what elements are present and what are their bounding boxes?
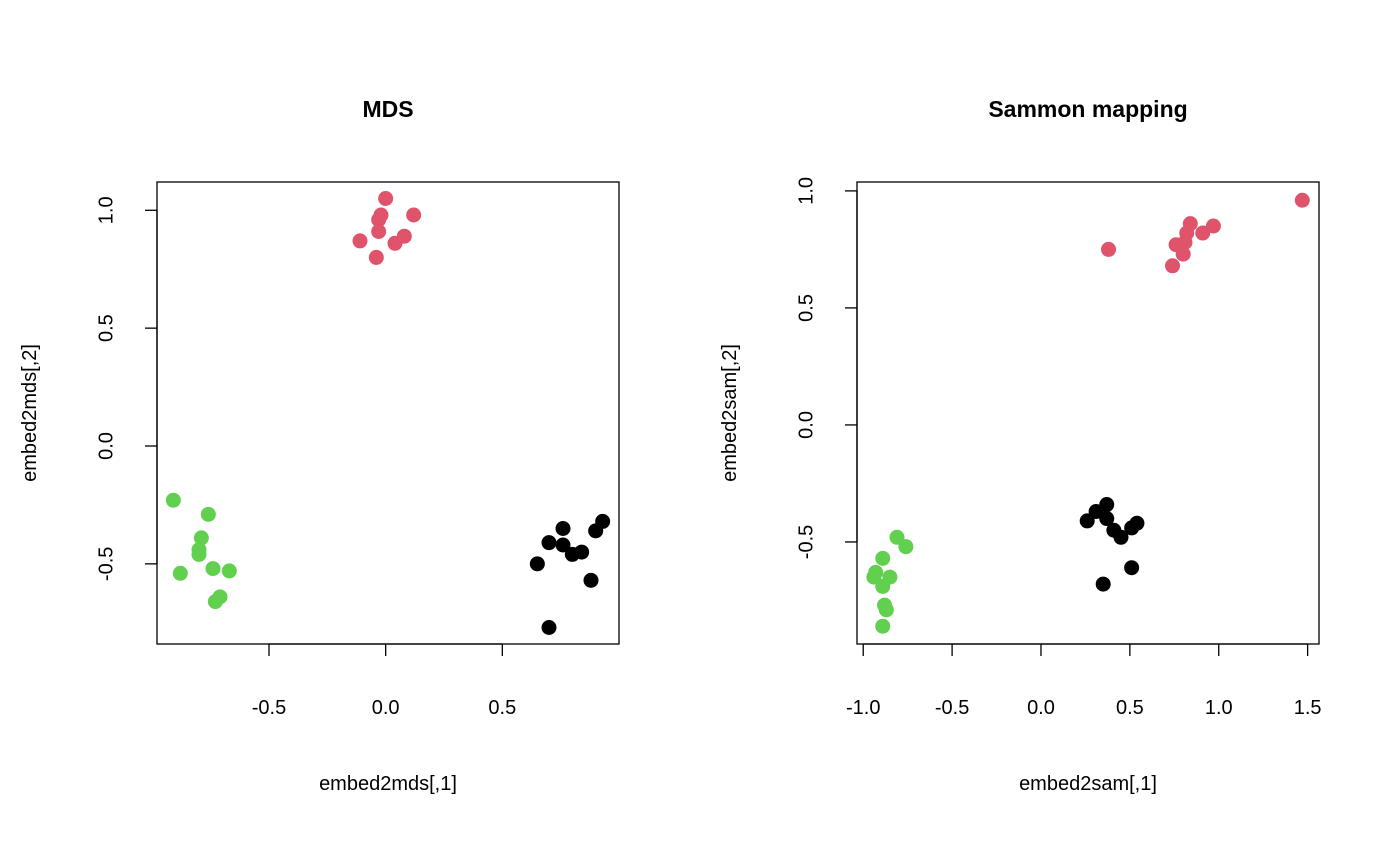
point-group1 (1124, 560, 1140, 576)
point-group2 (396, 228, 412, 244)
x-tick-label: -0.5 (935, 697, 969, 719)
point-group3 (889, 529, 905, 545)
point-group1 (574, 544, 590, 560)
sammon-panel: Sammon mapping embed2sam[,1] embed2sam[,… (719, 96, 1322, 795)
point-group1 (555, 537, 571, 553)
chart-title: MDS (362, 96, 413, 122)
point-group2 (1294, 192, 1310, 208)
point-group1 (555, 521, 571, 536)
point-group3 (875, 578, 891, 594)
x-tick-label: -0.5 (252, 697, 286, 719)
y-tick-label: -0.5 (95, 547, 117, 581)
point-group3 (205, 561, 221, 577)
y-tick-label: 0.0 (95, 432, 117, 460)
y-tick-label: 0.5 (795, 294, 817, 322)
x-axis-label: embed2sam[,1] (1019, 773, 1157, 795)
point-group2 (378, 191, 394, 206)
point-group2 (1175, 246, 1191, 262)
point-group3 (875, 618, 891, 634)
point-group1 (541, 620, 557, 635)
point-group2 (1195, 225, 1211, 241)
point-group3 (207, 594, 223, 610)
point-group3 (878, 602, 894, 618)
x-tick-label: 1.5 (1294, 697, 1322, 719)
point-group2 (352, 233, 368, 249)
x-tick-label: 0.5 (488, 697, 516, 719)
x-tick-label: 1.0 (1205, 697, 1233, 719)
chart-title: Sammon mapping (988, 96, 1187, 122)
point-group2 (371, 212, 387, 228)
point-group1 (1099, 497, 1115, 513)
x-tick-label: 0.0 (1027, 697, 1055, 719)
point-group3 (875, 550, 891, 566)
point-group2 (1182, 216, 1198, 232)
point-group1 (529, 556, 545, 572)
point-group3 (200, 506, 216, 522)
mds-panel: MDS embed2mds[,1] embed2mds[,2] -0.5 0.0 0… (19, 96, 620, 795)
point-group1 (1088, 504, 1104, 520)
x-axis-label: embed2mds[,1] (319, 773, 457, 795)
point-group1 (588, 523, 604, 539)
point-group2 (371, 224, 387, 239)
point-group1 (1099, 511, 1115, 527)
point-group3 (898, 539, 914, 555)
y-tick-label: 1.0 (795, 177, 817, 205)
point-group2 (1165, 258, 1181, 274)
point-group3 (221, 563, 237, 579)
point-group3 (191, 546, 207, 562)
x-tick-label: 0.5 (1116, 697, 1144, 719)
point-group1 (583, 572, 599, 588)
y-tick-label: 0.5 (95, 314, 117, 342)
y-tick-label: -0.5 (795, 525, 817, 559)
point-group1 (1129, 515, 1145, 531)
point-group1 (541, 535, 557, 551)
point-group3 (193, 530, 209, 546)
point-group1 (1095, 576, 1111, 592)
point-group2 (368, 249, 384, 265)
point-group1 (1079, 513, 1095, 529)
point-group1 (1113, 529, 1129, 545)
point-group3 (165, 492, 181, 508)
point-group3 (866, 569, 882, 585)
point-group3 (172, 565, 188, 581)
plot-box (856, 181, 1320, 645)
y-axis-label: embed2sam[,2] (719, 344, 741, 482)
x-tick-label: -1.0 (846, 697, 880, 719)
point-group2 (406, 207, 422, 223)
y-tick-label: 0.0 (795, 411, 817, 439)
y-tick-label: 1.0 (95, 196, 117, 224)
x-tick-label: 0.0 (372, 697, 400, 719)
point-group2 (1101, 241, 1117, 257)
y-axis-label: embed2mds[,2] (19, 344, 41, 482)
point-group2 (1205, 218, 1221, 234)
